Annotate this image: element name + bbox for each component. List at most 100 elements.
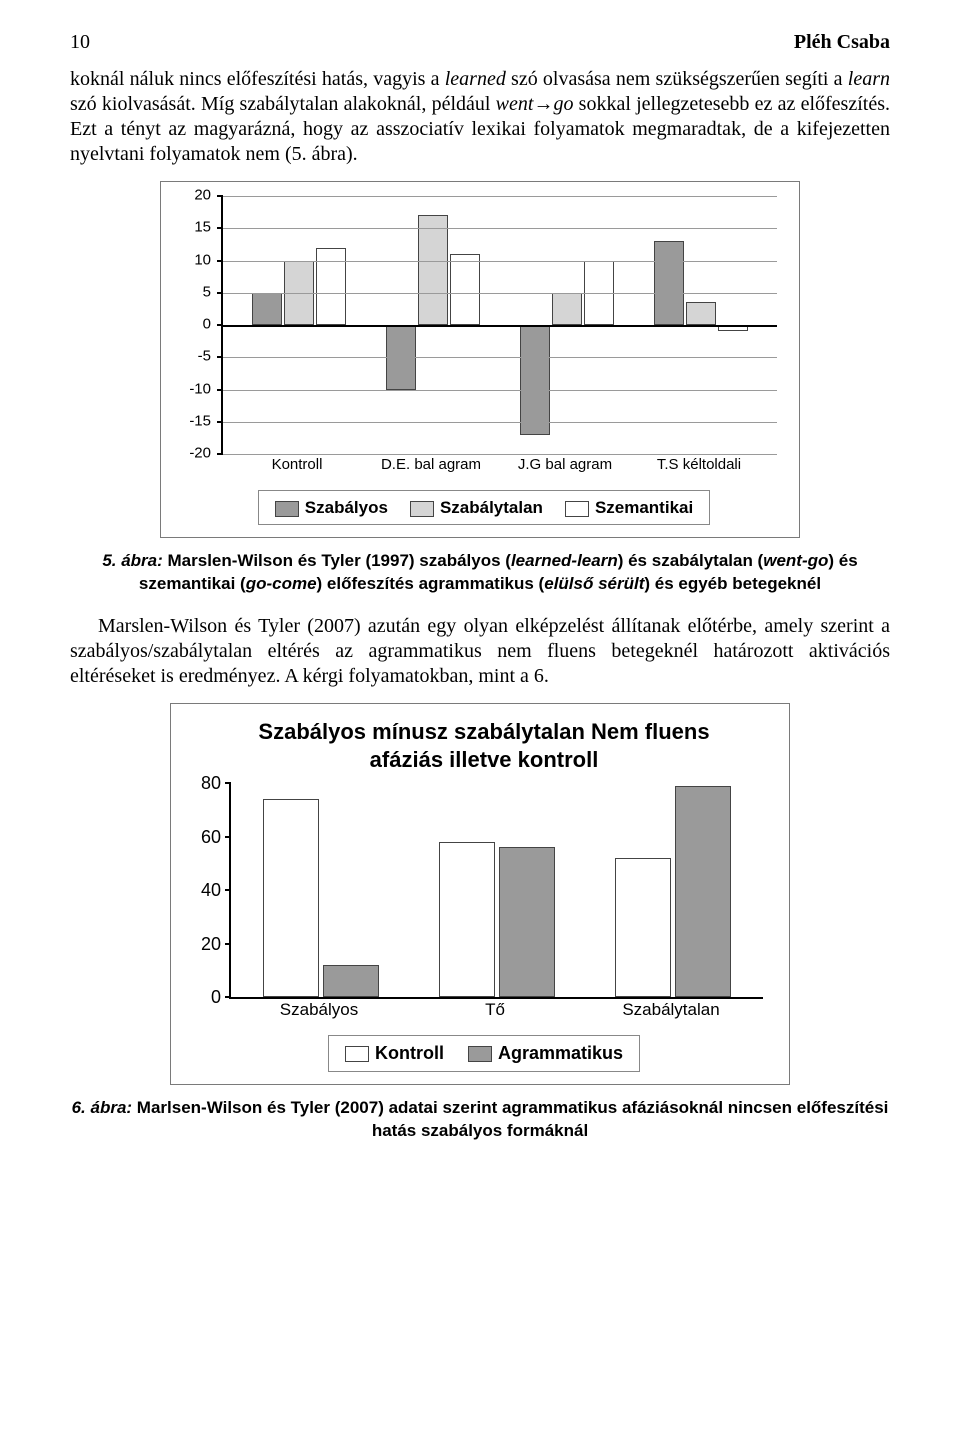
chart-1-legend-item: Szemantikai (565, 497, 693, 518)
chart-1-ylabel: -5 (198, 348, 211, 367)
chart-1-plot-wrap: -20-15-10-505101520 KontrollD.E. bal agr… (187, 196, 781, 476)
chart-2-bar (323, 965, 379, 997)
chart-2-y-labels: 020406080 (193, 783, 225, 997)
chart-1-plot (221, 196, 777, 454)
chart-2-ytick (225, 889, 231, 891)
cap1-t3: ) és szabálytalan ( (618, 551, 764, 570)
chart-1-x-labels: Kontroll D.E. bal agram J.G bal agram T.S k… (221, 454, 777, 476)
chart-1-gridline (223, 196, 777, 197)
chart-2-ylabel: 20 (201, 932, 221, 955)
chart-1-xlabel: T.S kéltoldali (657, 456, 741, 475)
chart-1-ytick (217, 292, 223, 294)
chart-1-legend-label: Szabálytalan (440, 498, 543, 517)
chart-2-legend-label: Agrammatikus (498, 1043, 623, 1063)
chart-2-ylabel: 60 (201, 825, 221, 848)
chart-1-gridline (223, 422, 777, 423)
page: 10 Pléh Csaba koknál náluk nincs előfesz… (0, 0, 960, 1201)
chart-2-frame: Szabályos mínusz szabálytalan Nem fluens… (170, 703, 790, 1085)
chart-1-ytick (217, 356, 223, 358)
chart-2-title: Szabályos mínusz szabálytalan Nem fluens… (197, 718, 771, 773)
chart-1-bar (252, 293, 282, 325)
chart-1-ylabel: 10 (194, 251, 211, 270)
chart-1-xlabel: Kontroll (272, 456, 323, 475)
chart-2-legend-item: Agrammatikus (468, 1042, 623, 1065)
chart-1-ylabel: -15 (189, 412, 211, 431)
chart-1-legend-item: Szabálytalan (410, 497, 543, 518)
chart-1-bar (418, 215, 448, 325)
chart-1-legend-label: Szemantikai (595, 498, 693, 517)
chart-2-plot-wrap: 020406080 SzabályosTőSzabálytalan (197, 783, 771, 1023)
chart-1-gridline (223, 261, 777, 262)
chart-2-ylabel: 40 (201, 879, 221, 902)
paragraph-2: Marslen-Wilson és Tyler (2007) azután eg… (70, 614, 890, 689)
caption-2: 6. ábra: Marlsen-Wilson és Tyler (2007) … (70, 1097, 890, 1143)
chart-2-title-l2: afáziás illetve kontroll (370, 747, 599, 772)
page-header: 10 Pléh Csaba (70, 30, 890, 55)
chart-2-ylabel: 0 (211, 986, 221, 1009)
chart-1-bar (316, 248, 346, 325)
chart-2-ytick (225, 782, 231, 784)
cap1-t0: 5. ábra: (102, 551, 167, 570)
chart-1-ylabel: -10 (189, 380, 211, 399)
chart-2-ytick (225, 943, 231, 945)
chart-1-gridline (223, 390, 777, 391)
page-number: 10 (70, 30, 90, 55)
chart-1-bar (520, 325, 550, 435)
chart-1-xlabel: D.E. bal agram (381, 456, 481, 475)
chart-1-ylabel: 5 (203, 283, 211, 302)
chart-1-ylabel: -20 (189, 445, 211, 464)
chart-1-ylabel: 15 (194, 219, 211, 238)
para1-i3: learn (848, 68, 890, 90)
chart-1-gridline (223, 357, 777, 358)
cap1-i6: go-come (246, 574, 317, 593)
chart-1-legend-label: Szabályos (305, 498, 388, 517)
chart-1-x-axis (223, 325, 777, 327)
chart-2-xlabel: Szabályos (280, 999, 358, 1020)
chart-2-title-l1: Szabályos mínusz szabálytalan Nem fluens (258, 719, 709, 744)
chart-1-frame: -20 -15 -10 -5 0 5 10 15 20 Kontroll D.E. bal agr… (160, 181, 800, 538)
chart-1-y-labels: -20-15-10-505101520 (181, 196, 215, 454)
chart-1-ytick (217, 195, 223, 197)
chart-1-ytick (217, 260, 223, 262)
chart-2-x-labels: SzabályosTőSzabálytalan (229, 997, 763, 1023)
cap1-i8: elülső sérült (544, 574, 644, 593)
chart-1-gridline (223, 228, 777, 229)
cap1-t1: Marslen-Wilson és Tyler (1997) szabályos… (168, 551, 511, 570)
cap1-t9: ) és egyéb betegeknél (644, 574, 821, 593)
caption-1: 5. ábra: Marslen-Wilson és Tyler (1997) … (70, 550, 890, 596)
chart-1-ylabel: 20 (194, 187, 211, 206)
chart-1-legend-swatch (275, 501, 299, 517)
para1-t2: szó olvasása nem szükségszerűen segíti a (506, 68, 848, 90)
chart-1-legend-item: Szabályos (275, 497, 388, 518)
chart-2-ylabel: 80 (201, 772, 221, 795)
chart-2-legend-item: Kontroll (345, 1042, 444, 1065)
chart-2-legend-swatch (345, 1046, 369, 1062)
cap1-i2: learned-learn (511, 551, 618, 570)
chart-2-bar (499, 847, 555, 997)
chart-1-ylabel: 0 (203, 316, 211, 335)
chart-1-legend: Szabályos Szabálytalan Szemantikai (258, 490, 710, 525)
cap1-i4: went-go (763, 551, 828, 570)
chart-1-ytick (217, 389, 223, 391)
paragraph-1: koknál náluk nincs előfeszítési hatás, v… (70, 67, 890, 167)
chart-1-legend-swatch (410, 501, 434, 517)
chart-1-legend-swatch (565, 501, 589, 517)
cap2-t1: Marlsen-Wilson és Tyler (2007) adatai sz… (137, 1098, 889, 1140)
cap1-t7: ) előfeszítés agrammatikus ( (317, 574, 545, 593)
chart-2-bar (675, 786, 731, 997)
chart-2-bar (615, 858, 671, 997)
cap2-t0: 6. ábra: (72, 1098, 137, 1117)
page-author: Pléh Csaba (794, 30, 890, 55)
chart-2-bar (263, 799, 319, 997)
chart-1-ytick (217, 421, 223, 423)
chart-1-bar (654, 241, 684, 325)
chart-1-bar (450, 254, 480, 325)
para1-t4: szó kiolvasását. Míg szabálytalan alakok… (70, 93, 496, 115)
chart-2-legend: Kontroll Agrammatikus (328, 1035, 640, 1072)
chart-1-xlabel: J.G bal agram (518, 456, 612, 475)
chart-1-bar (552, 293, 582, 325)
chart-2-ytick (225, 836, 231, 838)
chart-2-legend-label: Kontroll (375, 1043, 444, 1063)
chart-1-bar (686, 302, 716, 325)
chart-2-legend-swatch (468, 1046, 492, 1062)
